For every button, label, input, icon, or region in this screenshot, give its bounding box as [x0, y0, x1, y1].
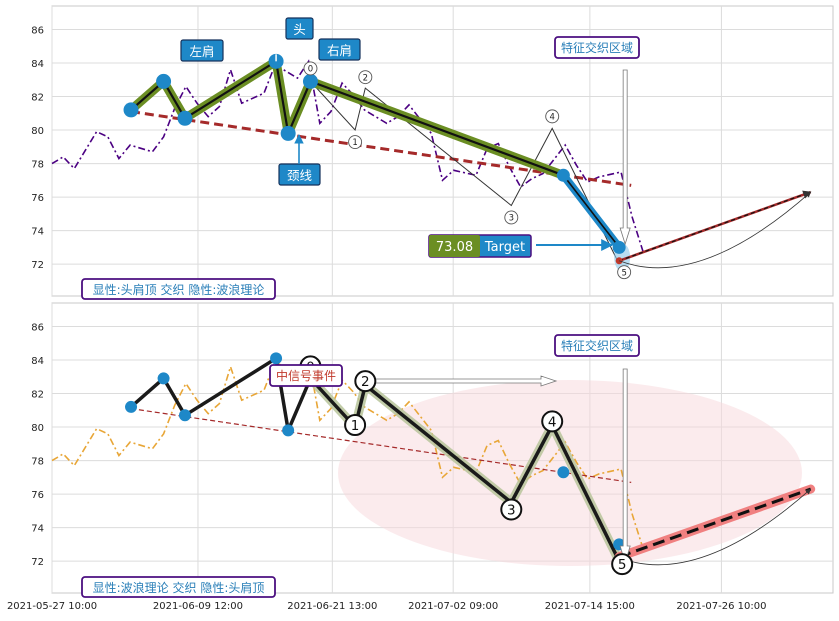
wave-marker-label: 4	[548, 414, 557, 430]
y-tick-label: 82	[31, 93, 44, 104]
wave-marker	[358, 70, 373, 85]
bottom-zone-label: 特征交织区域	[554, 334, 640, 357]
wave-marker-label: 1	[351, 418, 360, 434]
y-tick-label: 72	[31, 260, 44, 271]
y-tick-label: 72	[31, 557, 44, 568]
wave-marker	[545, 109, 560, 124]
neckline-label: 颈线	[278, 134, 321, 186]
pattern-line	[129, 356, 313, 433]
wave-marker	[617, 265, 632, 280]
pattern-point	[612, 240, 626, 254]
pattern-point	[156, 73, 172, 89]
pattern-point	[125, 400, 138, 413]
wave-marker	[354, 370, 377, 393]
left-shoulder-text: 左肩	[189, 44, 214, 59]
wave-marker	[303, 61, 318, 76]
wave-marker-label: 3	[509, 214, 514, 224]
signal-pointer-arrow	[357, 375, 558, 387]
pattern-point	[280, 125, 296, 141]
breakdown-core-line	[562, 174, 620, 248]
y-tick-label: 74	[31, 227, 44, 238]
pattern-point	[556, 168, 570, 182]
pattern-point	[302, 73, 318, 89]
wave-marker	[611, 553, 634, 576]
bottom-caption-text: 显性:波浪理论 交织 隐性:头肩顶	[93, 580, 265, 595]
pattern-point	[282, 424, 295, 437]
x-tick-label: 2021-07-26 10:00	[676, 601, 766, 612]
pattern-point	[157, 372, 170, 385]
wave-marker	[348, 135, 363, 149]
wave-marker-label: 0	[308, 65, 313, 75]
y-tick-label: 86	[31, 25, 44, 36]
bottom-zone-text: 特征交织区域	[561, 338, 633, 353]
wave-marker-label: 5	[618, 557, 627, 573]
left-shoulder-label: 左肩	[180, 39, 224, 62]
y-tick-label: 84	[31, 59, 44, 70]
pattern-point	[178, 409, 191, 422]
right-shoulder-text: 右肩	[327, 43, 352, 58]
wave-marker-label: 2	[363, 73, 368, 83]
wave-marker-label: 3	[507, 502, 516, 518]
bottom-caption: 显性:波浪理论 交织 隐性:头肩顶	[81, 576, 276, 598]
y-tick-label: 74	[31, 524, 44, 535]
pattern-point	[123, 102, 139, 118]
wave-marker	[504, 210, 519, 225]
signal-event-text: 中信号事件	[276, 368, 336, 383]
top-zone-label: 特征交织区域	[554, 36, 640, 59]
y-tick-label: 76	[31, 490, 44, 501]
zone-pointer-arrow	[619, 69, 631, 246]
wave-marker-label: 2	[361, 374, 370, 390]
x-tick-label: 2021-05-27 10:00	[7, 601, 97, 612]
projection-line	[618, 487, 812, 559]
wave-marker	[541, 410, 564, 433]
zone-pointer-arrow	[619, 368, 631, 565]
wave-zigzag-line	[310, 81, 620, 265]
x-tick-label: 2021-07-02 09:00	[408, 601, 498, 612]
y-tick-label: 80	[31, 423, 44, 434]
top-panel-marks: 0 1 2 3 4 5	[51, 53, 812, 280]
y-tick-label: 86	[31, 322, 44, 333]
x-tick-label: 2021-06-09 12:00	[153, 601, 243, 612]
projection-arc	[619, 488, 812, 566]
head-text: 头	[293, 22, 306, 37]
target-text: Target	[484, 240, 525, 255]
y-tick-label: 78	[31, 160, 44, 171]
bottom-x-axis: 2021-05-27 10:00 2021-06-09 12:00 2021-06-…	[7, 601, 767, 612]
wave-marker	[344, 414, 367, 437]
projection-line	[618, 190, 812, 262]
pattern-point	[557, 466, 570, 479]
wave-marker-label: 1	[352, 138, 357, 148]
y-tick-label: 78	[31, 457, 44, 468]
target-value: 73.08	[436, 240, 473, 255]
y-tick-label: 80	[31, 126, 44, 137]
bottom-y-axis: 72 74 76 78 80 82 84 86	[31, 322, 44, 568]
head-label: 头	[285, 17, 314, 40]
top-caption: 显性:头肩顶 交织 隐性:波浪理论	[81, 278, 276, 300]
neckline-text: 颈线	[287, 168, 313, 183]
y-tick-label: 82	[31, 390, 44, 401]
signal-event-label: 中信号事件	[269, 364, 343, 387]
neckline-line	[130, 408, 632, 483]
top-y-axis: 72 74 76 78 80 82 84 86	[31, 25, 44, 271]
price-series-line	[51, 59, 645, 253]
target-label: 73.08 Target	[428, 234, 614, 258]
right-shoulder-label: 右肩	[318, 38, 361, 61]
wave-marker	[500, 498, 523, 521]
y-tick-label: 84	[31, 356, 44, 367]
pattern-point	[177, 110, 193, 126]
wave-marker-label: 5	[621, 268, 626, 278]
pattern-point	[270, 352, 283, 365]
wave-marker-label: 4	[550, 113, 555, 123]
top-caption-text: 显性:头肩顶 交织 隐性:波浪理论	[93, 282, 265, 297]
projection-arc	[619, 191, 812, 269]
y-tick-label: 76	[31, 193, 44, 204]
top-zone-text: 特征交织区域	[561, 40, 633, 55]
x-tick-label: 2021-06-21 13:00	[287, 601, 377, 612]
x-tick-label: 2021-07-14 15:00	[545, 601, 635, 612]
